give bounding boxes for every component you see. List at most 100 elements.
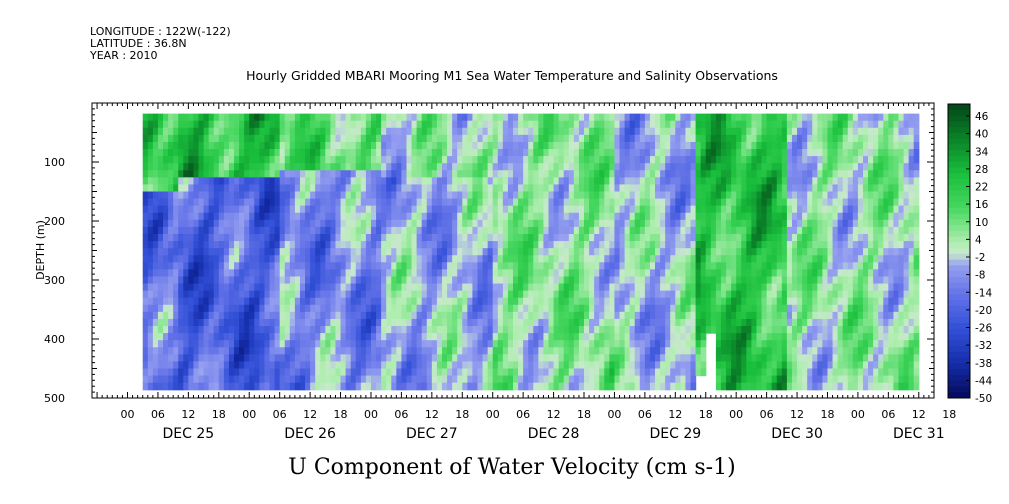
- heatmap-cell: [441, 326, 448, 334]
- heatmap-cell: [741, 233, 747, 242]
- heatmap-cell: [624, 163, 631, 171]
- heatmap-cell: [244, 318, 250, 327]
- heatmap-cell: [376, 134, 382, 143]
- heatmap-cell: [578, 141, 585, 150]
- heatmap-cell: [771, 177, 778, 186]
- heatmap-cell: [660, 276, 666, 285]
- heatmap-cell: [244, 340, 250, 348]
- heatmap-cell: [553, 156, 560, 164]
- heatmap-cell: [365, 191, 372, 200]
- heatmap-cell: [781, 141, 788, 150]
- heatmap-cell: [447, 297, 453, 306]
- heatmap-cell: [482, 354, 489, 363]
- heatmap-cell: [756, 375, 763, 384]
- heatmap-cell: [573, 177, 580, 186]
- heatmap-cell: [563, 156, 570, 164]
- heatmap-cell: [198, 177, 205, 186]
- heatmap-cell: [193, 219, 200, 228]
- heatmap-cell: [502, 382, 509, 391]
- heatmap-cell: [609, 318, 616, 327]
- heatmap-cell: [213, 340, 220, 348]
- heatmap-cell: [776, 311, 783, 320]
- heatmap-cell: [639, 134, 646, 143]
- heatmap-cell: [771, 354, 778, 363]
- heatmap-cell: [381, 184, 387, 193]
- heatmap-cell: [472, 149, 479, 157]
- heatmap-cell: [441, 127, 448, 136]
- heatmap-cell: [786, 120, 793, 129]
- heatmap-cell: [726, 205, 732, 214]
- heatmap-cell: [426, 361, 433, 370]
- heatmap-cell: [376, 233, 382, 242]
- heatmap-cell: [573, 290, 580, 299]
- heatmap-cell: [244, 262, 250, 270]
- heatmap-cell: [330, 113, 337, 122]
- heatmap-cell: [259, 290, 266, 299]
- heatmap-cell: [655, 297, 661, 306]
- heatmap-cell: [629, 248, 636, 256]
- heatmap-cell: [406, 226, 413, 235]
- heatmap-cell: [756, 347, 763, 355]
- heatmap-cell: [771, 262, 778, 270]
- heatmap-cell: [239, 297, 245, 306]
- heatmap-cell: [365, 311, 372, 320]
- heatmap-cell: [665, 141, 671, 150]
- heatmap-cell: [264, 262, 271, 270]
- heatmap-cell: [360, 255, 367, 263]
- heatmap-cell: [786, 233, 793, 242]
- heatmap-cell: [523, 255, 529, 263]
- heatmap-cell: [441, 198, 448, 207]
- heatmap-cell: [391, 219, 397, 228]
- heatmap-cell: [776, 170, 783, 178]
- heatmap-cell: [624, 269, 631, 278]
- heatmap-cell: [178, 241, 184, 249]
- heatmap-cell: [426, 283, 433, 292]
- heatmap-cell: [396, 149, 403, 157]
- heatmap-cell: [736, 205, 742, 214]
- heatmap-cell: [614, 233, 621, 242]
- heatmap-cell: [178, 219, 184, 228]
- heatmap-cell: [355, 347, 362, 355]
- heatmap-cell: [467, 170, 474, 178]
- heatmap-cell: [386, 191, 392, 200]
- heatmap-cell: [594, 212, 600, 221]
- heatmap-cell: [655, 368, 661, 377]
- heatmap-cell: [619, 219, 626, 228]
- heatmap-cell: [208, 368, 215, 377]
- heatmap-cell: [558, 191, 565, 200]
- heatmap-cell: [665, 297, 671, 306]
- heatmap-cell: [325, 113, 331, 122]
- heatmap-cell: [477, 241, 484, 249]
- heatmap-cell: [284, 226, 291, 235]
- heatmap-cell: [401, 205, 408, 214]
- heatmap-cell: [178, 156, 184, 164]
- heatmap-cell: [310, 134, 316, 143]
- heatmap-cell: [426, 318, 433, 327]
- heatmap-cell: [396, 120, 403, 129]
- heatmap-cell: [193, 226, 200, 235]
- heatmap-cell: [477, 127, 484, 136]
- heatmap-cell: [756, 113, 763, 122]
- heatmap-cell: [289, 205, 296, 214]
- heatmap-cell: [330, 304, 337, 313]
- heatmap-cell: [690, 177, 697, 186]
- heatmap-cell: [533, 184, 539, 193]
- heatmap-cell: [320, 149, 326, 157]
- heatmap-cell: [680, 191, 687, 200]
- heatmap-cell: [533, 333, 539, 341]
- heatmap-cell: [518, 226, 524, 235]
- heatmap-cell: [741, 219, 747, 228]
- heatmap-cell: [685, 326, 692, 334]
- heatmap-cell: [736, 156, 742, 164]
- heatmap-cell: [386, 141, 392, 150]
- heatmap-cell: [751, 163, 758, 171]
- heatmap-cell: [756, 191, 763, 200]
- heatmap-cell: [391, 113, 397, 122]
- heatmap-cell: [441, 269, 448, 278]
- heatmap-cell: [178, 340, 184, 348]
- heatmap-cell: [157, 113, 164, 122]
- heatmap-cell: [416, 226, 423, 235]
- heatmap-cell: [467, 326, 474, 334]
- heatmap-cell: [548, 318, 555, 327]
- heatmap-cell: [416, 269, 423, 278]
